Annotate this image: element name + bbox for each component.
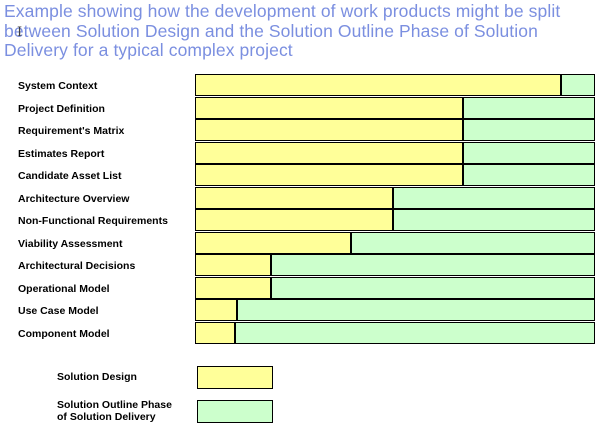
bar-segment-solution-design [195, 209, 393, 231]
bar-segment-solution-design [195, 186, 393, 209]
bar-segment-solution-design [195, 96, 463, 119]
bar-segment-solution-outline [271, 254, 595, 276]
text-cursor-icon: I [17, 25, 23, 40]
chart-title: Example showing how the development of w… [4, 1, 594, 61]
bar-segment-solution-design [195, 299, 237, 321]
bar-segment-solution-outline [271, 276, 595, 299]
bar-segment-solution-outline [351, 231, 595, 254]
bar-segment-solution-design [195, 141, 463, 164]
bar-segment-solution-outline [237, 299, 595, 321]
category-label: Estimates Report [18, 147, 105, 160]
category-label: Non-Functional Requirements [18, 215, 168, 227]
category-label: Architecture Overview [18, 192, 130, 205]
category-label: Project Definition [18, 102, 105, 115]
bar-segment-solution-outline [463, 96, 595, 119]
category-label: Viability Assessment [18, 237, 123, 250]
category-label: Component Model [18, 327, 110, 340]
legend-label: Solution Design [57, 371, 137, 383]
title-line-1: Example showing how the development of w… [4, 1, 561, 21]
bar-segment-solution-outline [393, 186, 595, 209]
bar-segment-solution-outline [463, 119, 595, 141]
legend-swatch [197, 400, 273, 423]
bar-segment-solution-design [195, 164, 463, 186]
category-label: Operational Model [18, 282, 110, 295]
title-line-2: between Solution Design and the Solution… [4, 20, 538, 41]
bar-segment-solution-design [195, 119, 463, 141]
bar-segment-solution-outline [463, 141, 595, 164]
bar-segment-solution-design [195, 321, 235, 344]
category-label: System Context [18, 80, 98, 92]
bar-segment-solution-outline [393, 209, 595, 231]
legend-swatch [197, 366, 273, 389]
bar-segment-solution-design [195, 254, 271, 276]
category-label: Use Case Model [18, 305, 99, 317]
bar-segment-solution-design [195, 74, 561, 96]
category-label: Requirement's Matrix [18, 125, 125, 137]
legend-label: Solution Outline Phase of Solution Delive… [57, 399, 172, 423]
bar-segment-solution-outline [235, 321, 595, 344]
bar-segment-solution-outline [561, 74, 595, 96]
category-label: Architectural Decisions [18, 260, 136, 272]
category-label: Candidate Asset List [18, 170, 122, 182]
bar-segment-solution-design [195, 231, 351, 254]
bar-segment-solution-design [195, 276, 271, 299]
title-line-3: Delivery for a typical complex project [4, 40, 293, 60]
bar-segment-solution-outline [463, 164, 595, 186]
